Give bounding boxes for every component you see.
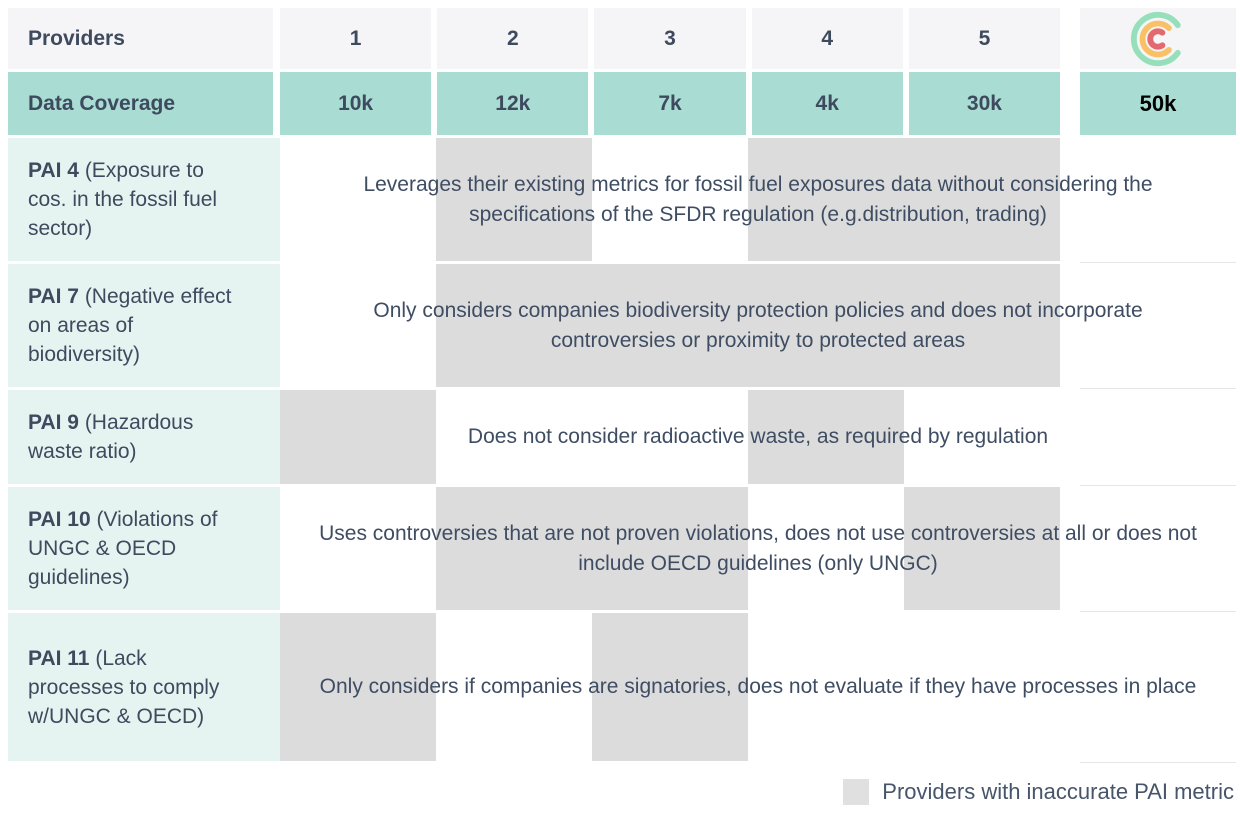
pai-table-row: PAI 11 (Lack processes to comply w/UNGC … [8,611,1236,763]
pai-table-row: PAI 10 (Violations of UNGC & OECD guidel… [8,485,1236,610]
providers-header-cell: Providers [8,8,273,69]
data-coverage-cells: 10k 12k 7k 4k 30k [280,72,1061,135]
pai-description: (Exposure to cos. in the fossil fuel sec… [28,159,218,240]
logo-column-divider [1080,485,1236,486]
pai-id: PAI 11 [28,646,90,670]
pai-row-message: Only considers companies biodiversity pr… [373,298,1143,352]
pai-row-message-wrap: Uses controversies that are not proven v… [280,487,1236,610]
provider-number-cell: 3 [594,8,746,69]
pai-row-message: Uses controversies that are not proven v… [319,521,1197,575]
column-spacer [1060,8,1080,69]
logo-header-cell [1080,8,1236,69]
pai-description: (Violations of UNGC & OECD guidelines) [28,508,218,589]
inaccurate-provider-cell [748,264,904,387]
pai-row-message-wrap: Only considers companies biodiversity pr… [280,264,1236,387]
highlight-coverage-cell: 50k [1080,72,1236,135]
pai-id: PAI 4 [28,159,79,182]
pai-row-message-wrap: Leverages their existing metrics for fos… [280,138,1236,261]
inaccurate-provider-cell [592,264,748,387]
pai-label-cell: PAI 7 (Negative effect on areas of biodi… [8,264,280,387]
legend-label: Providers with inaccurate PAI metric [882,779,1234,804]
inaccurate-provider-cell [436,138,592,261]
pai-label-cell: PAI 4 (Exposure to cos. in the fossil fu… [8,138,280,261]
pai-table-row: PAI 7 (Negative effect on areas of biodi… [8,262,1236,387]
pai-table-row: PAI 9 (Hazardous waste ratio) Does not c… [8,388,1236,484]
inaccurate-provider-cell [748,138,904,261]
inaccurate-swatch-icon [843,779,870,805]
pai-row-message: Only considers if companies are signator… [319,675,1197,698]
pai-label-cell: PAI 11 (Lack processes to comply w/UNGC … [8,613,280,761]
pai-row-message-wrap: Does not consider radioactive waste, as … [280,390,1236,484]
inaccurate-provider-cell [280,390,436,484]
data-coverage-cell: 4k [751,72,903,135]
column-spacer [1060,72,1080,135]
inaccurate-provider-cell [280,613,436,761]
provider-number-cell: 4 [751,8,903,69]
highlight-coverage-value: 50k [1139,90,1177,116]
pai-row-cells: Does not consider radioactive waste, as … [280,388,1236,484]
pai-label: PAI 7 (Negative effect on areas of biodi… [28,282,238,369]
pai-description: (Hazardous waste ratio) [28,411,194,463]
inaccurate-provider-cell [904,264,1060,387]
data-coverage-header-cell: Data Coverage [8,72,273,135]
pai-id: PAI 7 [28,285,79,308]
provider-number-cell: 1 [280,8,432,69]
provider-number-cell: 5 [908,8,1061,69]
pai-table-row: PAI 4 (Exposure to cos. in the fossil fu… [8,138,1236,261]
pai-row-cells: Leverages their existing metrics for fos… [280,138,1236,261]
data-coverage-label: Data Coverage [28,91,176,115]
data-coverage-cell: 30k [908,72,1061,135]
data-coverage-cell: 7k [594,72,746,135]
pai-label: PAI 9 (Hazardous waste ratio) [28,408,238,466]
pai-label: PAI 10 (Violations of UNGC & OECD guidel… [28,505,238,592]
pai-id: PAI 9 [28,411,79,434]
legend: Providers with inaccurate PAI metric [843,779,1234,805]
pai-row-cells: Only considers companies biodiversity pr… [280,262,1236,387]
logo-column-divider [1080,611,1236,612]
providers-header-label: Providers [28,26,125,50]
logo-column-divider [1080,388,1236,389]
pai-row-cells: Uses controversies that are not proven v… [280,485,1236,610]
pai-row-message: Does not consider radioactive waste, as … [467,425,1049,448]
pai-label: PAI 11 (Lack processes to comply w/UNGC … [28,644,238,731]
inaccurate-provider-cell [592,487,748,610]
inaccurate-provider-cell [904,138,1060,261]
pai-description: (Negative effect on areas of biodiversit… [28,285,232,366]
data-coverage-cell: 10k [280,72,432,135]
inaccurate-provider-cell [436,264,592,387]
inaccurate-provider-cell [748,390,904,484]
logo-column-divider [1080,262,1236,263]
pai-id: PAI 10 [28,508,91,531]
pai-row-cells: Only considers if companies are signator… [280,611,1236,763]
pai-label-cell: PAI 10 (Violations of UNGC & OECD guidel… [8,487,280,610]
pai-label-cell: PAI 9 (Hazardous waste ratio) [8,390,280,484]
inaccurate-provider-cell [592,613,748,761]
data-coverage-cell: 12k [437,72,589,135]
pai-row-message-wrap: Only considers if companies are signator… [280,613,1236,761]
provider-number-cell: 2 [437,8,589,69]
pai-row-message: Leverages their existing metrics for fos… [363,172,1153,226]
concentric-c-logo-icon [1130,11,1181,66]
pai-description: (Lack processes to comply w/UNGC & OECD) [28,646,220,728]
inaccurate-provider-cell [904,487,1060,610]
data-coverage-row: Data Coverage 10k 12k 7k 4k 30k 50k [8,72,1236,135]
pai-label: PAI 4 (Exposure to cos. in the fossil fu… [28,156,238,243]
inaccurate-provider-cell [436,487,592,610]
